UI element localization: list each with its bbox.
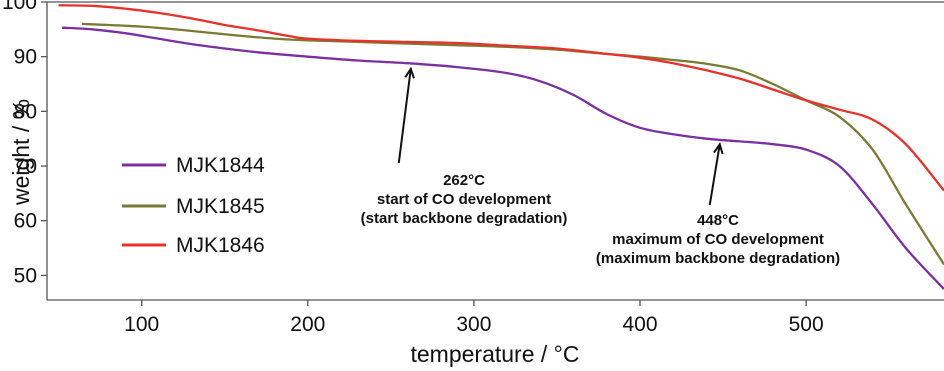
x-tick-label: 300	[456, 313, 491, 336]
y-tick-label: 90	[14, 46, 37, 69]
y-tick-label: 70	[14, 155, 37, 178]
annotation-arrowhead	[404, 66, 415, 79]
y-axis-title: weight / %	[8, 99, 34, 206]
x-tick-label: 500	[789, 313, 824, 336]
annotations: 262°C start of CO development (start backb…	[361, 66, 840, 267]
series-line-mjk1846	[58, 4, 944, 192]
annotation-text: (maximum backbone degradation)	[596, 250, 840, 267]
annotation-text: 448°C	[697, 212, 739, 229]
annotation-text: start of CO development	[377, 191, 551, 208]
x-tick-label: 100	[124, 313, 159, 336]
annotation-text: maximum of CO development	[612, 231, 824, 248]
x-tick-label: 400	[622, 313, 657, 336]
axis-ticks: 100 200 300 400 500 50 60 70 80 90 100	[2, 0, 824, 336]
annotation-arrow	[708, 144, 721, 206]
y-tick-label: 60	[14, 210, 37, 233]
annotation-text: (start backbone degradation)	[361, 210, 568, 227]
y-tick-label: 80	[14, 100, 37, 123]
x-axis-title: temperature / °C	[411, 341, 580, 367]
y-tick-label: 50	[14, 264, 37, 287]
x-tick-label: 200	[290, 313, 325, 336]
legend-label-mjk1845: MJK1845	[176, 195, 265, 218]
series-line-mjk1844	[61, 26, 944, 290]
annotation-arrow	[397, 68, 412, 164]
legend: MJK1844 MJK1845 MJK1846	[122, 154, 265, 257]
legend-label-mjk1844: MJK1844	[176, 154, 265, 177]
series-line-mjk1845	[81, 22, 944, 266]
annotation-arrowhead	[713, 142, 724, 155]
y-tick-label: 100	[2, 0, 37, 14]
annotation-text: 262°C	[443, 172, 485, 189]
data-series	[58, 4, 944, 290]
legend-label-mjk1846: MJK1846	[176, 234, 265, 257]
axes	[46, 1, 944, 301]
